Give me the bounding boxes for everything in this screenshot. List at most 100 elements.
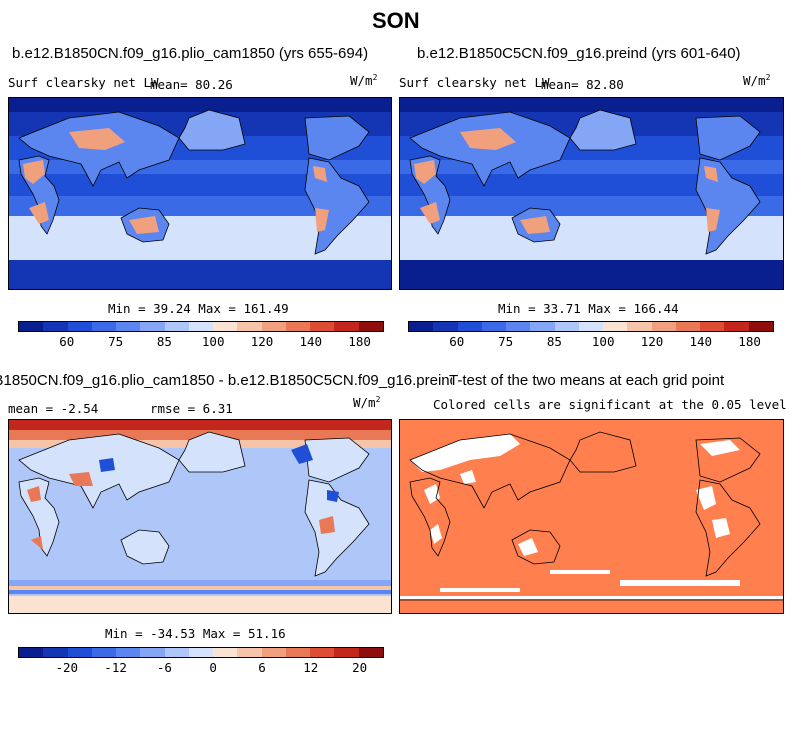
colorbar-tick-label: 140 — [299, 334, 323, 349]
colorbar-swatch — [334, 322, 359, 331]
arctic-band — [400, 98, 783, 112]
colorbar-2 — [408, 321, 774, 332]
colorbar-tick-label: 180 — [738, 334, 761, 349]
colorbar-swatch — [188, 322, 214, 331]
colorbar-swatch — [140, 322, 165, 331]
colorbar-swatch — [164, 322, 189, 331]
panel-2-mean: mean= 82.80 — [541, 77, 624, 92]
colorbar-tick-label: 75 — [108, 334, 124, 349]
colorbar-swatch — [700, 322, 725, 331]
panel-2-minmax: Min = 33.71 Max = 166.44 — [498, 301, 679, 316]
warm-land-patches — [23, 128, 329, 234]
colorbar-swatch — [285, 322, 311, 331]
panel-3-mean: mean = -2.54 — [8, 401, 99, 416]
colorbar-tick-label: 60 — [449, 334, 465, 349]
figure-title: SON — [372, 8, 420, 33]
colorbar-swatch — [457, 322, 482, 331]
panel-1-map — [8, 97, 392, 290]
panel-1-minmax: Min = 39.24 Max = 161.49 — [108, 301, 289, 316]
colorbar-tick-label: 60 — [59, 334, 75, 349]
panel-1-units: W/m2 — [350, 73, 378, 89]
panel-3-rmse: rmse = 6.31 — [150, 401, 233, 416]
colorbar-tick-label: 100 — [201, 334, 225, 349]
panel-2-map — [399, 97, 784, 290]
panel-1-title: b.e12.B1850CN.f09_g16.plio_cam1850 (yrs … — [12, 45, 369, 62]
panel-2-map-svg — [400, 98, 783, 289]
colorbar-swatch — [627, 322, 652, 331]
colorbar-swatch — [19, 322, 44, 331]
antarctic-band — [9, 260, 391, 289]
panel-1-mean: mean= 80.26 — [150, 77, 233, 92]
colorbar-swatch — [188, 648, 214, 657]
colorbar-swatch — [578, 322, 604, 331]
panel-1-variable-label: Surf clearsky net LW — [8, 75, 159, 90]
colorbar-swatch — [91, 648, 117, 657]
panel-4-title: T-test of the two means at each grid poi… — [449, 372, 725, 389]
colorbar-swatch — [164, 648, 189, 657]
colorbar-swatch — [237, 648, 262, 657]
colorbar-swatch — [481, 322, 507, 331]
colorbar-swatch — [19, 648, 44, 657]
panel-4-map-svg — [400, 420, 783, 613]
colorbar-swatch — [358, 322, 383, 331]
colorbar-tick-label: 85 — [546, 334, 562, 349]
colorbar-swatch — [506, 322, 531, 331]
panel-3-map — [8, 419, 392, 614]
panel-3-title: b.e12.B1850CN.f09_g16.plio_cam1850 - b.e… — [0, 372, 452, 389]
colorbar-swatch — [67, 322, 92, 331]
colorbar-swatch — [409, 322, 434, 331]
colorbar-swatch — [334, 648, 359, 657]
colorbar-swatch — [213, 322, 238, 331]
colorbar-swatch — [261, 648, 286, 657]
colorbar-tick-label: 0 — [209, 660, 217, 675]
colorbar-swatch — [675, 322, 701, 331]
colorbar-2-ticks: 60 75 85 100 120 140 180 — [408, 334, 774, 350]
colorbar-3 — [18, 647, 384, 658]
panel-4-map — [399, 419, 784, 614]
colorbar-swatch — [116, 648, 141, 657]
panel-1-map-svg — [9, 98, 391, 289]
colorbar-tick-label: 85 — [156, 334, 172, 349]
colorbar-3-ticks: -20 -12 -6 0 6 12 20 — [18, 660, 384, 676]
colorbar-1 — [18, 321, 384, 332]
colorbar-tick-label: 12 — [303, 660, 319, 675]
panel-3-title-clip: b.e12.B1850CN.f09_g16.plio_cam1850 - b.e… — [0, 372, 452, 392]
colorbar-swatch — [237, 322, 262, 331]
panel-2-units: W/m2 — [743, 73, 771, 89]
colorbar-tick-label: 180 — [348, 334, 371, 349]
colorbar-tick-label: 20 — [352, 660, 368, 675]
warm-land-patches — [414, 128, 720, 234]
colorbar-swatch — [358, 648, 383, 657]
panel-3-minmax: Min = -34.53 Max = 51.16 — [105, 626, 286, 641]
arctic-warming-band — [9, 420, 391, 430]
colorbar-swatch — [748, 322, 773, 331]
colorbar-swatch — [140, 648, 165, 657]
negative-anomaly-patches — [99, 444, 339, 502]
colorbar-swatch — [310, 322, 335, 331]
colorbar-swatch — [67, 648, 92, 657]
panel-3-units: W/m2 — [353, 395, 381, 411]
coastline-group — [400, 431, 783, 601]
colorbar-swatch — [651, 322, 676, 331]
colorbar-swatch — [724, 322, 749, 331]
insignificant-cells — [400, 434, 783, 599]
arctic-band — [9, 98, 391, 112]
colorbar-swatch — [213, 648, 238, 657]
colorbar-swatch — [43, 322, 68, 331]
land-group — [18, 431, 370, 577]
arctic-warming-band-2 — [9, 430, 391, 440]
positive-anomaly-patches — [27, 472, 335, 550]
panel-3-map-svg — [9, 420, 391, 613]
panel-4-subtitle: Colored cells are significant at the 0.0… — [433, 397, 787, 412]
colorbar-tick-label: 120 — [250, 334, 274, 349]
colorbar-tick-label: 140 — [689, 334, 713, 349]
colorbar-tick-label: -20 — [55, 660, 79, 675]
colorbar-tick-label: 6 — [258, 660, 266, 675]
panel-2-title: b.e12.B1850C5CN.f09_g16.preind (yrs 601-… — [417, 45, 741, 62]
colorbar-tick-label: 75 — [498, 334, 514, 349]
colorbar-tick-label: 120 — [640, 334, 664, 349]
colorbar-swatch — [285, 648, 311, 657]
antarctic-band — [400, 260, 783, 289]
colorbar-swatch — [554, 322, 579, 331]
colorbar-1-ticks: 60 75 85 100 120 140 180 — [18, 334, 384, 350]
